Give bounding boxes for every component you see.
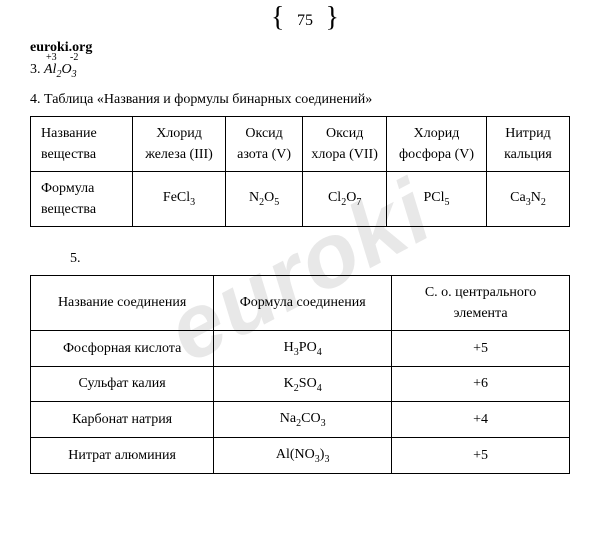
site-label: euroki.org [30, 40, 580, 56]
q4-title: 4. Таблица «Названия и формулы бинарных … [30, 92, 580, 108]
q5-label: 5. [70, 251, 580, 267]
page-number-wrap: 75 [30, 10, 580, 32]
cell: +5 [392, 438, 570, 474]
table-binary: Название вещества Хлорид железа (III) Ок… [30, 116, 570, 227]
cell: +6 [392, 366, 570, 402]
cell: +4 [392, 402, 570, 438]
question-3: 3. +3 -2 Al2O3 [30, 62, 580, 80]
cell: Cl2O7 [303, 171, 387, 226]
table-row: Карбонат натрия Na2CO3 +4 [31, 402, 570, 438]
table-row: Нитрат алюминия Al(NO3)3 +5 [31, 438, 570, 474]
al-charge: +3 [46, 52, 57, 63]
cell: FeCl3 [133, 171, 226, 226]
cell: Хлорид фосфора (V) [387, 116, 487, 171]
cell: K2SO4 [214, 366, 392, 402]
q3-formula: +3 -2 Al2O3 [44, 62, 77, 80]
table-row: Название соединения Формула соединения С… [31, 275, 570, 330]
cell: Na2CO3 [214, 402, 392, 438]
cell: Карбонат натрия [31, 402, 214, 438]
cell: +5 [392, 330, 570, 366]
cell: PCl5 [387, 171, 487, 226]
table-row: Фосфорная кислота H3PO4 +5 [31, 330, 570, 366]
cell: Нитрид кальция [486, 116, 569, 171]
col-header: Формула соединения [214, 275, 392, 330]
q3-label: 3. [30, 62, 41, 77]
cell: Нитрат алюминия [31, 438, 214, 474]
cell: Оксид азота (V) [225, 116, 302, 171]
table-row: Формула вещества FeCl3 N2O5 Cl2O7 PCl5 C… [31, 171, 570, 226]
table-row: Название вещества Хлорид железа (III) Ок… [31, 116, 570, 171]
cell: Оксид хлора (VII) [303, 116, 387, 171]
cell: N2O5 [225, 171, 302, 226]
cell: Ca3N2 [486, 171, 569, 226]
row-header-formula: Формула вещества [31, 171, 133, 226]
col-header: Название соединения [31, 275, 214, 330]
table-row: Сульфат калия K2SO4 +6 [31, 366, 570, 402]
row-header-name: Название вещества [31, 116, 133, 171]
cell: Хлорид железа (III) [133, 116, 226, 171]
cell: Фосфорная кислота [31, 330, 214, 366]
page-number: 75 [291, 10, 319, 32]
table-oxidation: Название соединения Формула соединения С… [30, 275, 570, 474]
q3-formula-text: Al2O3 [44, 62, 77, 77]
cell: Al(NO3)3 [214, 438, 392, 474]
col-header: С. о. центрального элемента [392, 275, 570, 330]
page-content: 75 euroki.org 3. +3 -2 Al2O3 4. Таблица … [0, 0, 600, 518]
o-charge: -2 [70, 52, 78, 63]
cell: Сульфат калия [31, 366, 214, 402]
cell: H3PO4 [214, 330, 392, 366]
